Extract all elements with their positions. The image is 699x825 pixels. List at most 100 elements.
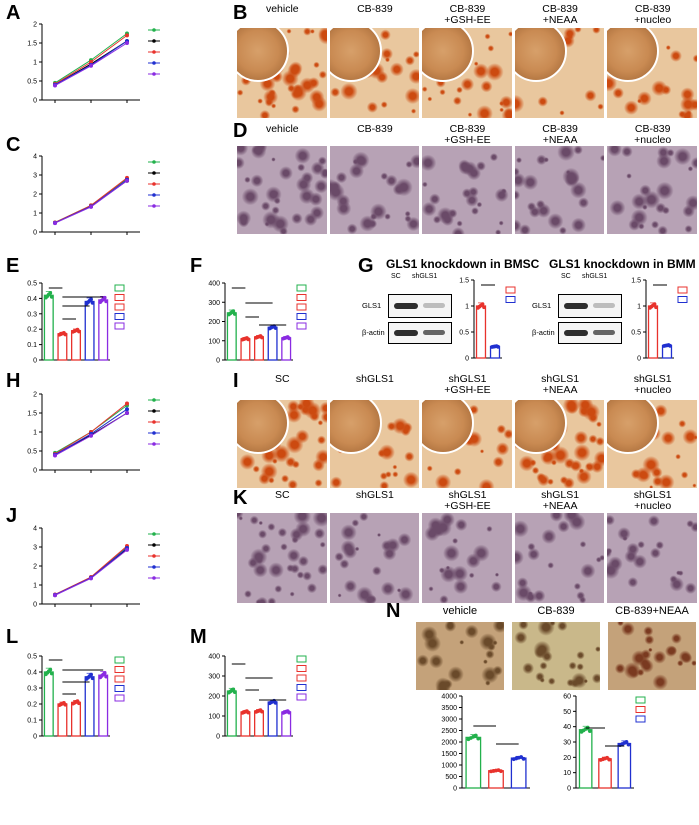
bar (240, 338, 251, 361)
y-tick-label: 0.4 (27, 296, 37, 303)
image-header: CB-839 +GSH-EE (421, 124, 514, 146)
micrograph (514, 513, 605, 603)
image-header: CB-839 +nucleo (606, 4, 699, 26)
image-header-line: +GSH-EE (444, 134, 491, 146)
y-tick-label: 2000 (441, 740, 457, 747)
data-point (125, 547, 129, 552)
legend-marker (152, 72, 156, 76)
y-tick-label: 300 (208, 674, 220, 681)
dot (476, 736, 481, 741)
series-line (54, 546, 128, 596)
well-inset (422, 400, 475, 454)
y-tick-label: 0 (567, 786, 571, 793)
panel-letter-b: B (233, 2, 248, 24)
micrograph (237, 146, 327, 234)
dot (521, 756, 526, 761)
y-tick-label: 2 (33, 392, 37, 399)
well-inset (329, 28, 382, 82)
bar (43, 671, 54, 737)
legend-swatch (114, 685, 125, 692)
dot (652, 302, 657, 307)
y-tick-label: 1500 (441, 751, 457, 758)
legend-marker (152, 28, 156, 32)
bar (253, 710, 265, 737)
legend-swatch (677, 286, 688, 294)
image-header: shGLS1 +GSH-EE (421, 490, 514, 512)
dot (104, 299, 109, 304)
chart-n-resorption-area: 0 500 1000 1500 2000 2500 3000 3500 4000 (441, 694, 530, 793)
bar (488, 770, 504, 789)
image-header-line: +nucleo (634, 500, 672, 512)
panel-letter-c: C (6, 134, 21, 156)
dot (77, 701, 81, 706)
y-tick-label: 0.5 (27, 79, 37, 86)
y-tick-label: 0.3 (27, 686, 37, 693)
data-point (125, 178, 129, 183)
dot (89, 297, 93, 302)
y-tick-label: 0.2 (27, 327, 37, 334)
y-tick-label: 400 (208, 281, 220, 288)
actin-band (388, 322, 452, 344)
dot (48, 291, 53, 295)
legend-marker (152, 576, 156, 580)
image-header-line: vehicle (265, 3, 299, 15)
dot (624, 740, 629, 744)
dot (287, 710, 292, 715)
bar (240, 711, 251, 737)
y-tick-label: 3000 (441, 717, 457, 724)
dot (273, 700, 278, 705)
legend-swatch (296, 674, 307, 682)
dot (102, 295, 107, 300)
western-blot-bmm: SC shGLS1 GLS1 β-actin (530, 268, 625, 348)
well-inset (514, 28, 567, 82)
legend-swatch (114, 284, 125, 292)
legend-swatch (296, 313, 307, 320)
image-header-line: shGLS1 (541, 489, 580, 501)
y-tick-label: 1.5 (631, 278, 641, 285)
y-tick-label: 0 (33, 602, 37, 609)
micrograph (237, 28, 327, 118)
legend-marker (152, 442, 156, 446)
bar (267, 326, 278, 361)
data-point (53, 221, 57, 226)
dot (480, 302, 485, 307)
image-header-line: +NEAA (542, 384, 578, 396)
panel-letter-d: D (233, 120, 248, 142)
image-header: CB-839+NEAA (514, 4, 607, 26)
image-header-line: +nucleo (634, 384, 672, 396)
image-header-line: shGLS1 (355, 489, 394, 501)
image-header-line: CB-839 (542, 123, 578, 135)
bar (226, 312, 237, 361)
band-label-gls1: GLS1 (532, 301, 552, 310)
dot (654, 305, 658, 310)
image-header: vehicle (236, 124, 329, 135)
bar (598, 758, 612, 789)
micrograph (237, 513, 327, 603)
dot (246, 337, 251, 342)
image-header: SC (236, 490, 329, 501)
image-header-line: +GSH-EE (444, 384, 491, 396)
panel-letter-i: I (233, 370, 239, 392)
legend-swatch (296, 294, 307, 301)
gls1-band (388, 294, 452, 318)
legend-swatch (296, 665, 307, 672)
bar (98, 674, 109, 737)
dot (48, 667, 53, 672)
legend-marker (152, 50, 156, 54)
chart-l-alizarin: 0 0.1 0.2 0.3 0.4 0.5 (27, 654, 125, 741)
dot (232, 312, 237, 316)
legend-swatch (114, 303, 125, 311)
legend-marker (152, 554, 156, 558)
data-point (125, 41, 129, 45)
legend-swatch (114, 666, 125, 673)
well-inset (237, 400, 289, 454)
y-tick-label: 1 (33, 60, 37, 67)
image-header: CB-839 +GSH-EE (421, 4, 514, 26)
bar (267, 701, 278, 737)
legend-marker (152, 543, 156, 547)
chart-g-title-bmsc: GLS1 knockdown in BMSC (386, 257, 540, 271)
bar (57, 703, 68, 737)
bar (281, 711, 292, 737)
band-label-actin: β-actin (362, 328, 385, 337)
dot (626, 742, 631, 747)
